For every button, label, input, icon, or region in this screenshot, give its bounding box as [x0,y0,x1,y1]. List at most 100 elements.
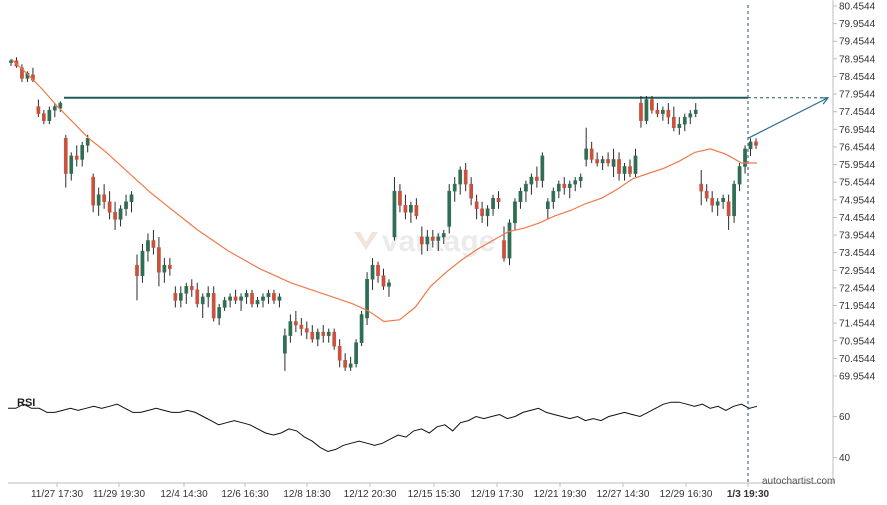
candle-body [447,190,452,227]
candle [392,177,397,241]
candle-body [677,123,682,128]
candle-body [233,296,238,301]
candle [704,184,709,202]
x-tick-label: 12/15 15:30 [408,489,461,500]
x-tick-label: 12/8 18:30 [283,489,331,500]
candle-body [726,201,731,217]
candle-body [715,201,720,206]
candle [671,106,676,132]
candle [348,356,353,371]
candle-body [283,335,287,354]
candle [606,152,610,167]
candle-body [69,155,74,174]
candle [124,194,128,216]
candle [255,296,260,308]
candle-body [189,286,194,291]
candle-body [239,296,243,301]
candle-body [671,116,676,128]
candle-body [589,148,594,160]
candle [545,198,550,220]
candle [524,180,528,202]
candle-body [200,296,205,305]
candle-body [381,275,386,287]
rsi-line [8,401,758,453]
candle-body [600,159,605,164]
candle-body [392,190,397,238]
candle [398,184,402,213]
candle [157,236,161,287]
candle [556,180,561,199]
candle [584,127,589,167]
candle [540,152,545,188]
candle-body [255,300,260,305]
candle [173,286,178,308]
candle-body [332,331,337,347]
candle-body [584,148,589,160]
projection-line [747,97,829,139]
candle [266,289,271,304]
candle-body [617,159,621,174]
candle-body [266,293,271,298]
candle-body [556,183,561,192]
candle-body [485,208,490,217]
candle [403,194,408,220]
candle-body [441,233,446,238]
candle-body [403,205,408,213]
y-tick-label: 77.4544 [839,107,876,118]
candle-body [36,106,41,114]
candle [217,303,222,326]
candle-body [463,169,468,185]
y-tick-label: 71.9544 [839,301,876,312]
candle [611,148,616,178]
candle [151,229,156,255]
x-tick-label: 12/19 17:30 [471,489,524,500]
candle [326,328,331,343]
candle [732,180,736,223]
candle [129,191,134,213]
y-tick-label: 80.4544 [839,2,876,13]
candle-body [529,176,534,185]
candle-body [491,197,495,210]
candle [233,289,238,304]
candle-body [387,282,391,287]
arrow-head-icon [819,97,830,105]
candle-body [211,293,216,319]
candle-body [398,190,402,206]
candle [529,173,534,195]
candle-body [743,148,747,167]
candle [359,310,364,347]
candle-body [58,102,63,109]
candle-body [359,314,364,343]
candle [337,339,342,368]
candle [452,177,457,202]
y-tick-label: 70.4544 [839,354,876,365]
candle-body [250,293,254,305]
y-tick-label: 73.4544 [839,248,876,259]
candle-body [244,293,249,298]
candle-body [513,201,517,224]
candle [743,145,747,174]
candle [135,254,139,301]
candle-body [376,264,380,276]
x-tick-label: 11/29 19:30 [93,489,146,500]
candle-body [173,293,178,301]
candle [469,177,473,206]
candle-body [310,331,315,340]
candle-body [688,113,693,118]
candle-body [611,159,616,167]
candle-body [63,138,68,174]
candle-body [113,212,117,220]
candle [118,205,123,227]
candle [96,187,101,216]
x-tick-label: 12/4 14:30 [160,489,208,500]
candle-body [146,240,150,252]
candle-body [425,236,430,245]
y-tick-label: 79.9544 [839,19,876,30]
candle-body [168,264,172,269]
candle-body [419,236,424,245]
candle-body [337,345,342,361]
candle [69,152,74,181]
candle [447,184,452,234]
candle-body [184,286,189,294]
candle-body [458,169,463,185]
